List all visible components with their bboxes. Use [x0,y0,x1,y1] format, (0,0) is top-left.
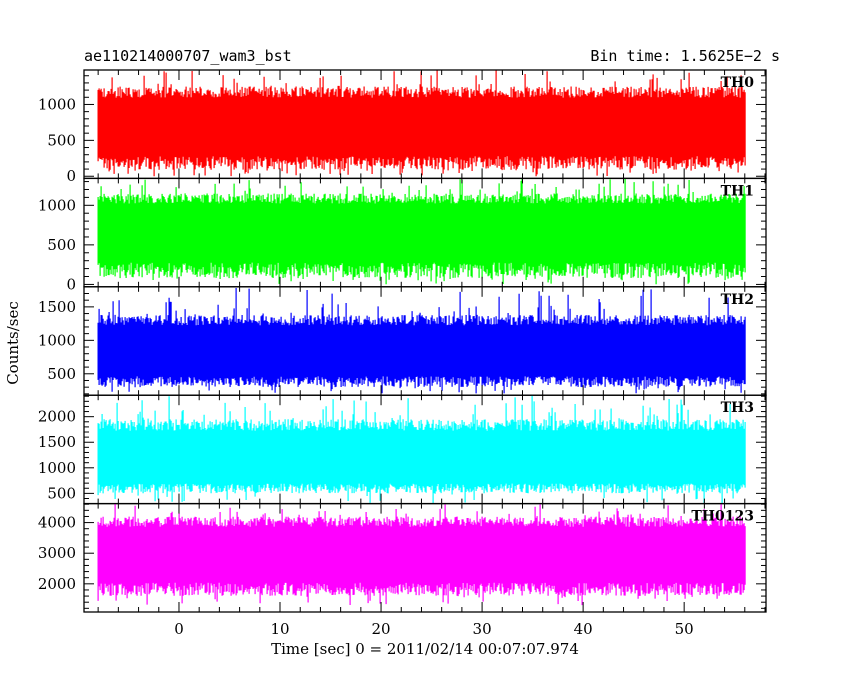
y-tick-label: 1000 [38,331,76,349]
x-tick-label: 40 [574,620,593,638]
y-tick-label: 500 [47,365,76,383]
x-tick-label: 10 [270,620,289,638]
series-th2 [97,288,746,394]
y-tick-label: 500 [47,236,76,254]
x-axis-label: Time [sec] 0 = 2011/02/14 00:07:07.974 [271,640,579,658]
x-tick-label: 20 [372,620,391,638]
panel-label: TH2 [721,292,754,308]
y-axis-label: Counts/sec [4,301,22,385]
panel-label: TH1 [721,183,754,199]
y-tick-label: 2000 [38,575,76,593]
y-tick-label: 0 [66,275,76,293]
series-th1 [97,178,746,285]
panel-frame [83,502,767,613]
y-tick-label: 3000 [38,544,76,562]
y-tick-label: 1000 [38,459,76,477]
y-tick-label: 1500 [38,433,76,451]
x-tick-label: 30 [473,620,492,638]
panel-th0: 0 500 1000 TH0 [38,69,767,185]
y-tick-label: 1000 [38,196,76,214]
x-tick-label: 50 [675,620,694,638]
series-th0123 [97,503,746,606]
panel-th0123: 2000 3000 4000 TH0123 [38,502,767,613]
y-tick-label: 2000 [38,408,76,426]
series-th0 [97,70,746,177]
panel-label: TH0123 [691,509,754,525]
y-tick-label: 500 [47,484,76,502]
x-tick-label: 0 [174,620,184,638]
panel-th2: 500 1000 1500 TH2 [38,286,767,396]
chart-title-right: Bin time: 1.5625E−2 s [590,47,780,65]
panel-label: TH0 [721,75,755,91]
panel-th3: 500 1000 1500 2000 TH3 [38,394,767,505]
y-tick-label: 0 [66,167,76,185]
panel-th1: 0 500 1000 TH1 [38,177,767,293]
y-tick-label: 1000 [38,95,76,113]
series-th3 [97,395,746,504]
panel-label: TH3 [721,400,754,416]
y-tick-label: 4000 [38,514,76,532]
y-tick-label: 1500 [38,298,76,316]
chart-title-left: ae110214000707_wam3_bst [84,47,292,65]
y-tick-label: 500 [47,131,76,149]
